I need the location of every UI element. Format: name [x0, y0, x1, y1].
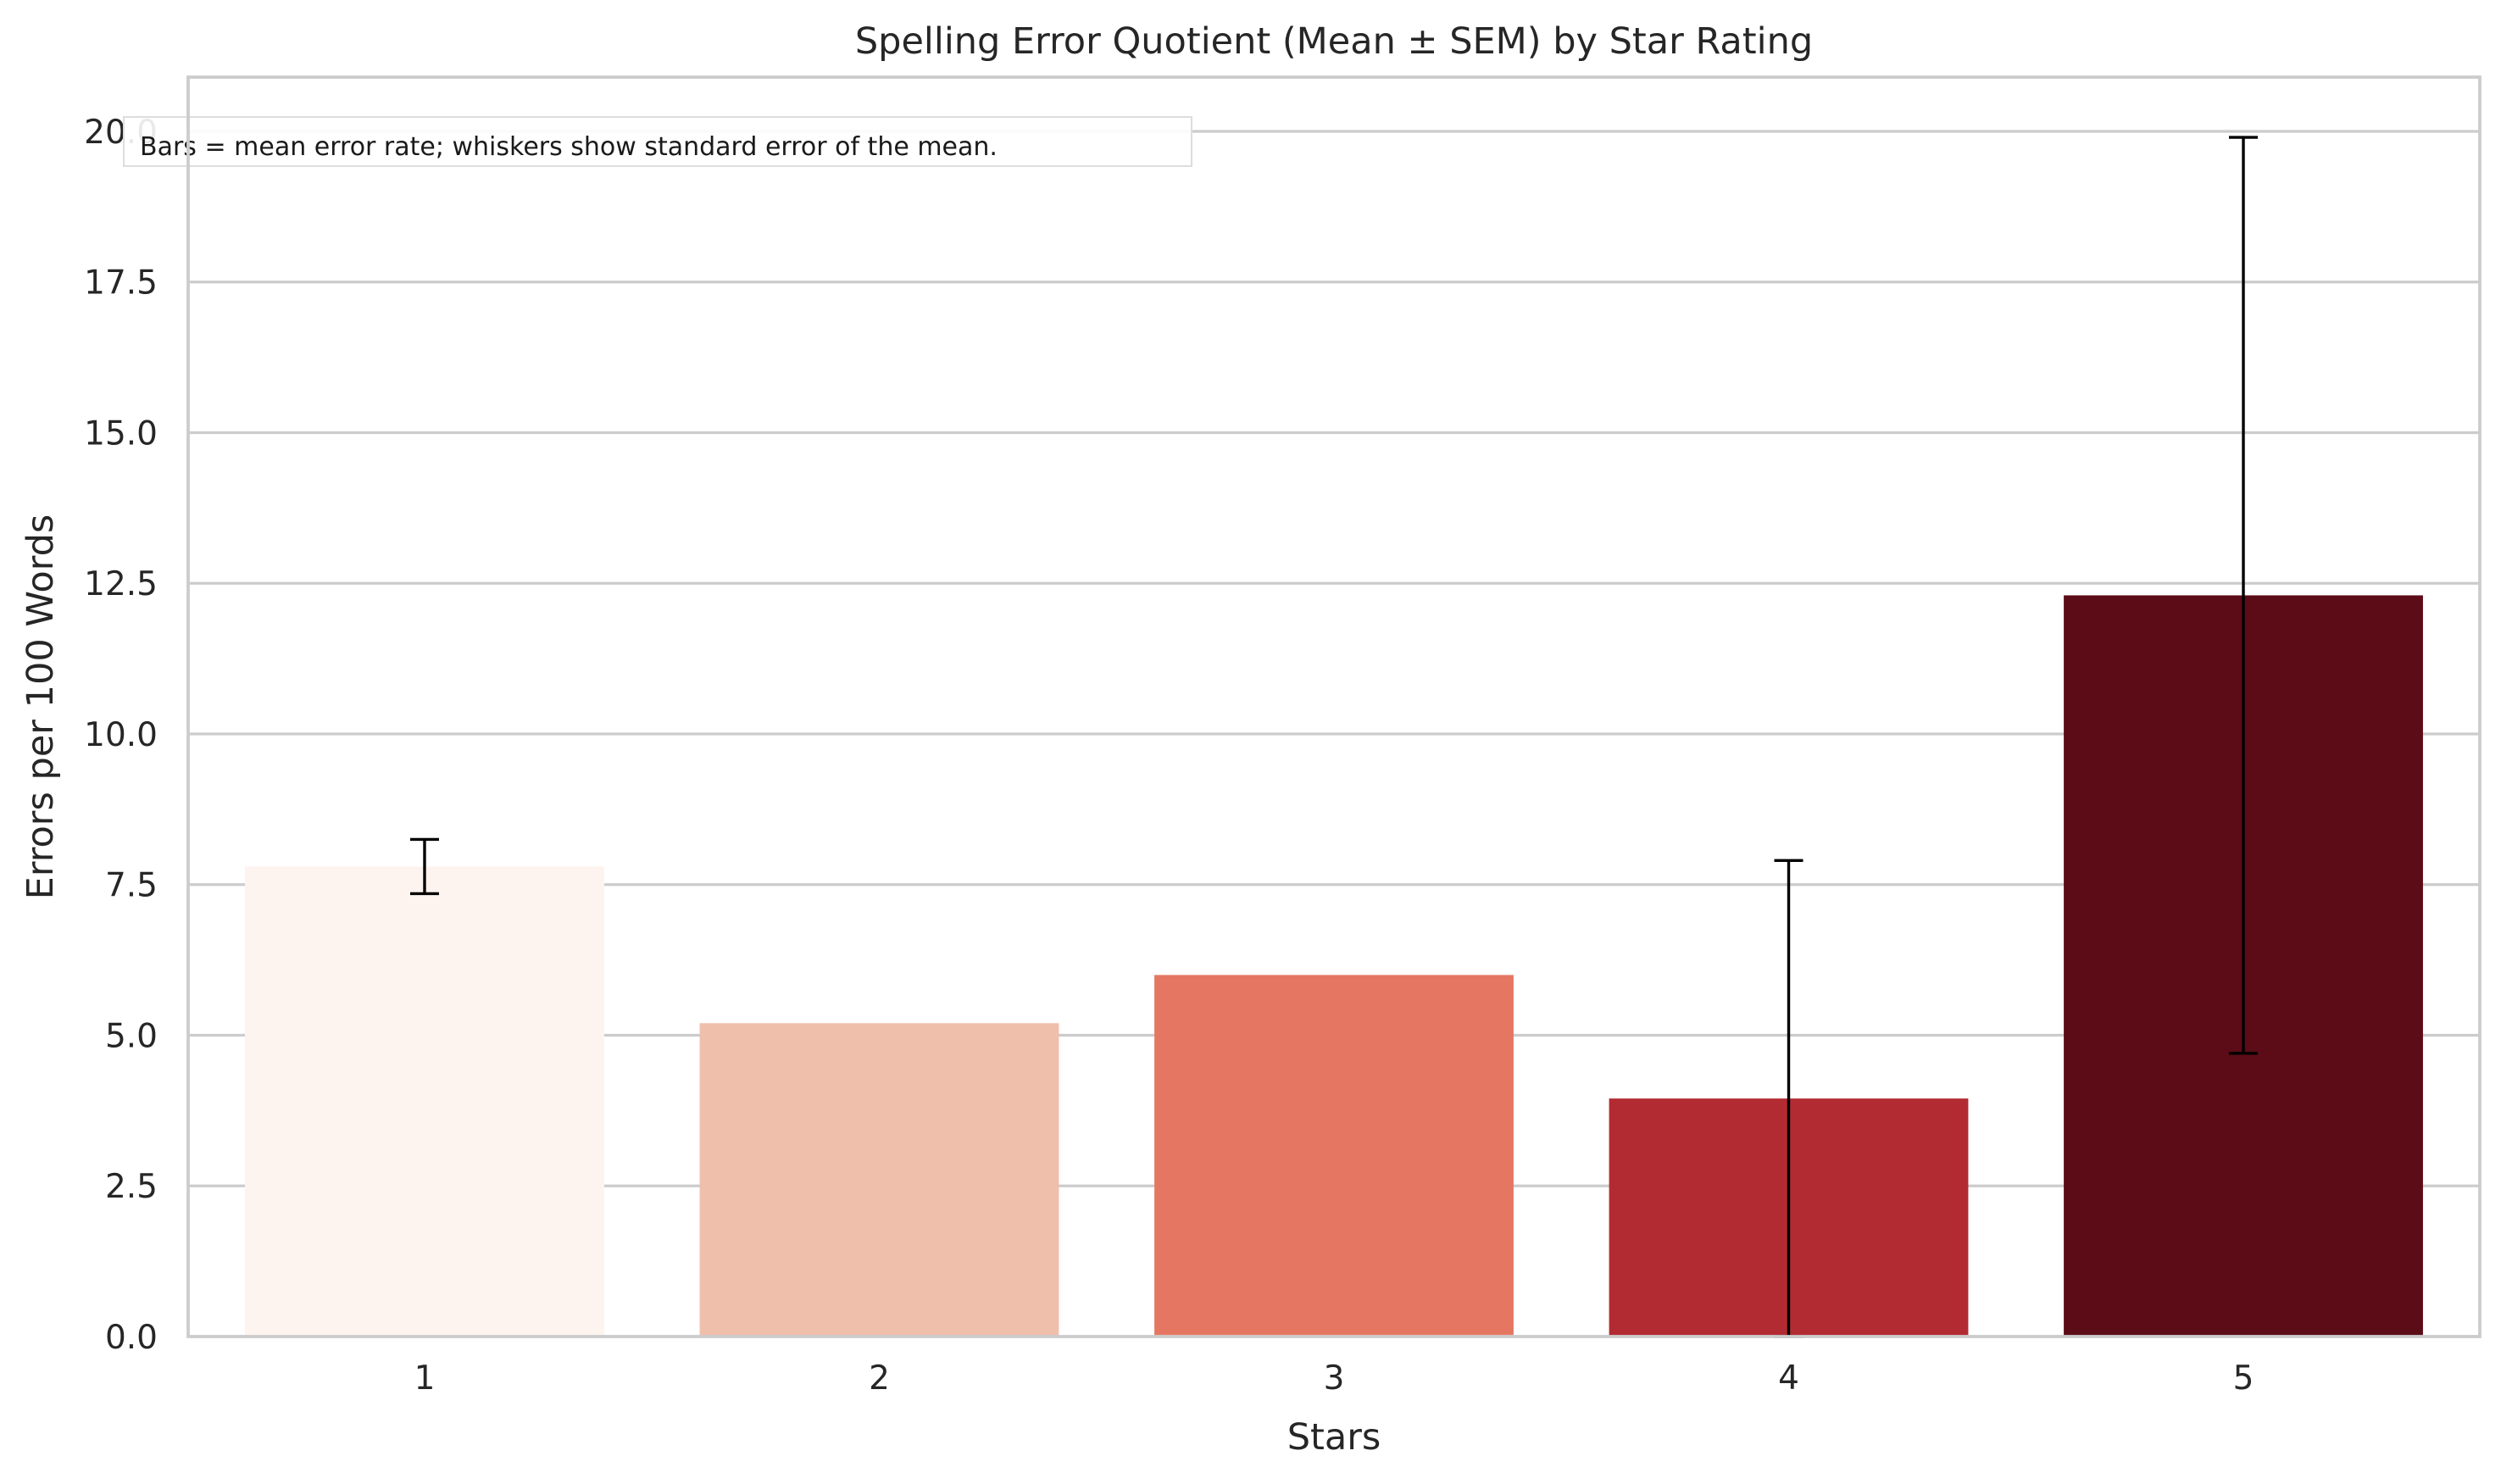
annotation-box [123, 116, 1192, 167]
bar [699, 1023, 1059, 1337]
y-tick-label: 0.0 [105, 1319, 158, 1357]
x-tick-label: 2 [869, 1359, 890, 1398]
y-tick-label: 15.0 [84, 414, 158, 453]
x-tick-label: 5 [2233, 1359, 2254, 1398]
bar [1154, 975, 1514, 1337]
bar [245, 866, 604, 1337]
y-tick-label: 5.0 [105, 1017, 158, 1055]
y-tick-label: 2.5 [105, 1168, 158, 1206]
chart-title: Spelling Error Quotient (Mean ± SEM) by … [855, 20, 1813, 63]
x-axis-ticks: 1 2 3 4 5 [414, 1359, 2254, 1398]
y-tick-label: 7.5 [105, 867, 158, 905]
annotation-text: Bars = mean error rate; whiskers show st… [140, 132, 998, 162]
y-tick-label: 10.0 [84, 716, 158, 754]
x-axis-label: Stars [1287, 1416, 1381, 1459]
y-tick-label: 17.5 [84, 264, 158, 303]
y-axis-label: Errors per 100 Words [19, 514, 62, 900]
y-axis-ticks: 0.02.55.07.510.012.515.017.520.0 [84, 114, 158, 1357]
y-tick-label: 12.5 [84, 565, 158, 603]
x-tick-label: 3 [1324, 1359, 1345, 1398]
x-tick-label: 1 [414, 1359, 436, 1398]
x-tick-label: 4 [1778, 1359, 1799, 1398]
bars [245, 595, 2423, 1337]
plot-frame [186, 75, 2482, 1338]
